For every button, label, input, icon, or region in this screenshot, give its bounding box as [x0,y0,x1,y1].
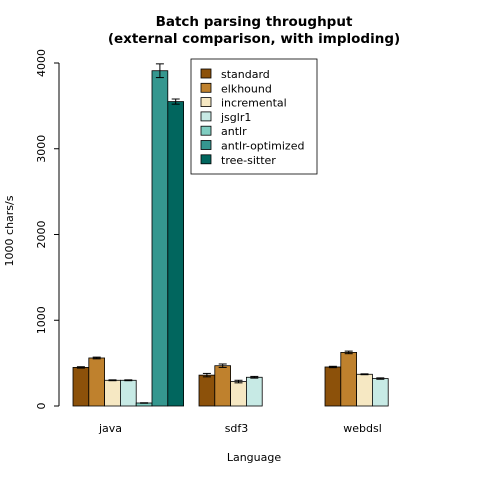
bar-incremental-java [104,379,121,407]
error-bar [376,377,385,380]
error-bar [140,402,149,404]
error-bar [92,356,101,360]
error-bar [218,363,227,368]
legend-swatch [200,97,212,107]
error-bar [250,375,259,379]
bar-tree-sitter-java [167,101,185,407]
x-tick-label-sdf3: sdf3 [225,422,249,435]
legend-item-tree-sitter: tree-sitter [200,154,276,167]
bar-incremental-webdsl [356,373,373,407]
bar-standard-webdsl [324,366,342,407]
error-bar [234,379,243,384]
y-tick-label: 3000 [35,135,48,163]
y-tick-label: 0 [35,403,48,410]
chart-subtitle: (external comparison, with imploding) [108,31,400,47]
legend-swatch [200,82,212,93]
error-bar [108,379,117,382]
legend-item-incremental: incremental [200,97,287,110]
x-axis-label: Language [227,451,282,464]
legend-item-elkhound: elkhound [200,82,272,95]
bar-jsglr1-java [120,379,137,407]
error-bar [202,372,211,378]
bar-standard-sdf3 [198,374,216,407]
legend-item-standard: standard [200,68,270,81]
legend-swatch [200,111,212,122]
legend-swatch [200,68,212,79]
bar-jsglr1-webdsl [371,378,389,407]
legend-swatch [200,154,212,165]
x-tick-label-webdsl: webdsl [343,422,382,435]
bar-incremental-sdf3 [230,381,247,407]
bar-elkhound-sdf3 [214,365,232,407]
legend-swatch [200,140,212,150]
legend-label: jsglr1 [220,111,251,124]
legend-label: antlr-optimized [221,140,304,153]
bar-standard-java [72,367,90,407]
error-bar [328,365,337,369]
y-axis-label: 1000 chars/s [3,195,16,266]
bar-elkhound-webdsl [340,352,357,407]
bar-series [72,63,389,407]
legend-item-antlr: antlr [200,125,247,138]
legend-box [190,58,318,175]
bar-elkhound-java [88,357,106,407]
x-axis: java sdf3 webdsl [98,422,382,435]
bar-antlr-optimized-java [151,70,169,407]
legend-label: antlr [221,125,247,138]
legend-item-jsglr1: jsglr1 [200,111,251,124]
y-tick-label: 2000 [35,221,48,249]
legend-label: elkhound [221,82,272,95]
error-bar [124,379,133,382]
legend-item-antlr-optimized: antlr-optimized [200,140,304,153]
chart-title: Batch parsing throughput [156,14,353,30]
y-axis: 0 1000 2000 3000 4000 [35,49,60,410]
error-bar [76,366,85,369]
legend-swatch [200,125,212,136]
error-bar [360,373,369,376]
legend-label: tree-sitter [221,154,276,167]
y-tick-label: 1000 [35,306,48,334]
error-bar [171,98,180,105]
bar-jsglr1-sdf3 [245,376,263,407]
error-bar [155,63,164,79]
y-tick-label: 4000 [35,49,48,77]
legend-label: incremental [221,97,287,110]
legend-label: standard [221,68,270,81]
error-bar [344,350,353,355]
x-tick-label-java: java [98,422,122,435]
